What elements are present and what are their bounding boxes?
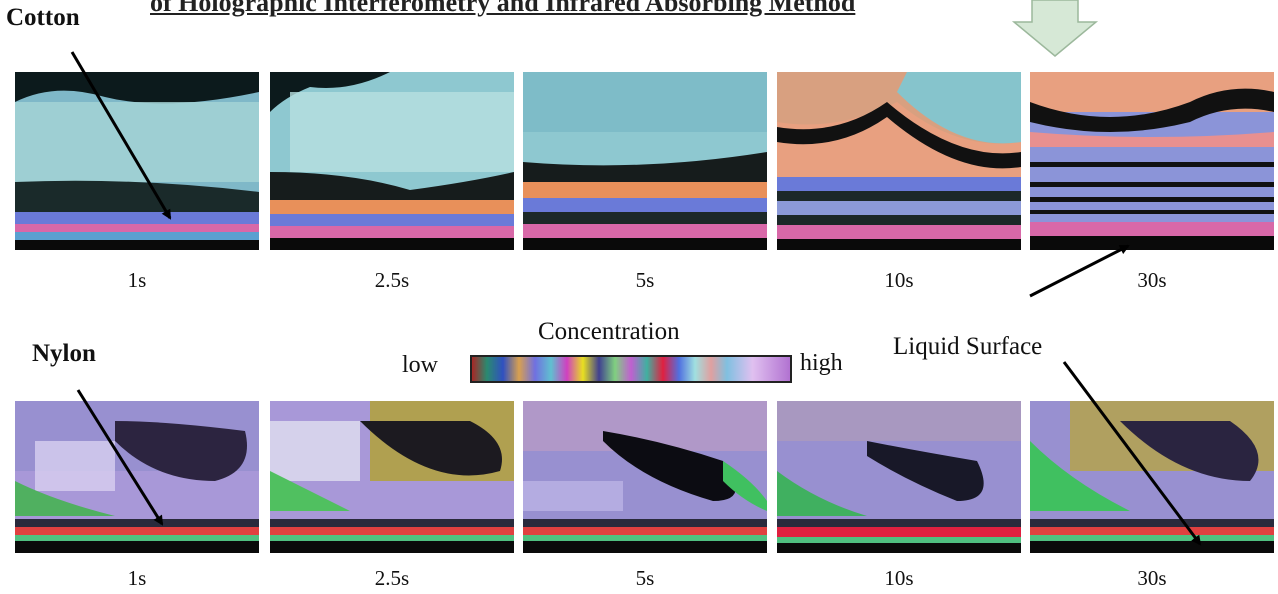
cotton-pointer-arrow — [70, 51, 172, 220]
row-label-nylon: Nylon — [32, 340, 96, 367]
nylon-panel-10s — [777, 401, 1021, 579]
liquid-surface-label: Liquid Surface — [893, 333, 1043, 360]
nylon-panel-5s — [523, 401, 767, 579]
figure-title: of Holographic Interferometry and Infrar… — [150, 0, 856, 17]
nylon-time-2: 2.5s — [374, 566, 410, 590]
nylon-panel-1s — [15, 401, 259, 579]
nylon-time-5: 30s — [1137, 566, 1167, 590]
nylon-time-1: 1s — [127, 566, 147, 590]
liquid-surface-arrow — [1062, 361, 1202, 546]
nylon-time-3: 5s — [635, 566, 655, 590]
cotton-time-1: 1s — [127, 268, 147, 292]
cotton-time-5: 30s — [1137, 268, 1167, 292]
row-label-cotton: Cotton — [6, 4, 80, 31]
cotton-panel-2.5s — [270, 72, 514, 250]
cotton-time-3: 5s — [635, 268, 655, 292]
concentration-colorbar — [470, 355, 792, 383]
nylon-pointer-arrow — [76, 389, 164, 526]
cotton-30s-pointer-arrow — [1029, 244, 1130, 298]
cotton-panel-10s — [777, 72, 1021, 250]
scale-low-label: low — [402, 352, 438, 378]
nylon-panel-2.5s — [270, 401, 514, 579]
cotton-panel-5s — [523, 72, 767, 250]
down-arrow-icon — [1011, 0, 1099, 57]
cotton-panel-30s — [1030, 72, 1274, 250]
cotton-time-2: 2.5s — [374, 268, 410, 292]
cotton-time-4: 10s — [884, 268, 914, 292]
nylon-panel-30s — [1030, 401, 1274, 579]
scale-title: Concentration — [538, 318, 680, 345]
nylon-time-4: 10s — [884, 566, 914, 590]
scale-high-label: high — [800, 350, 843, 376]
